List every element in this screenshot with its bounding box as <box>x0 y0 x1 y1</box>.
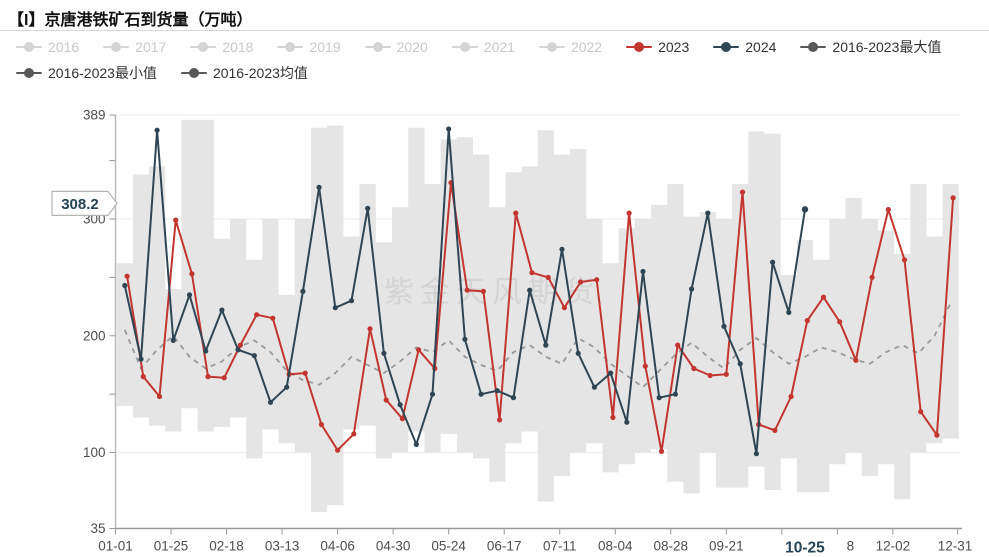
legend-item-2020[interactable]: 2020 <box>364 37 428 56</box>
legend-marker-icon <box>713 41 740 52</box>
svg-text:01-25: 01-25 <box>154 539 189 554</box>
legend-marker-icon <box>190 41 217 52</box>
legend-item-label: 2016 <box>48 38 80 55</box>
legend-item-2019[interactable]: 2019 <box>277 37 341 56</box>
legend-item-2016-2023最小值[interactable]: 2016-2023最小值 <box>16 63 157 82</box>
svg-text:04-30: 04-30 <box>376 539 411 554</box>
legend-marker-icon <box>103 41 130 52</box>
legend-item-label: 2019 <box>309 38 341 55</box>
legend-marker-icon <box>626 41 653 52</box>
legend-marker-icon <box>16 41 42 52</box>
legend-marker-icon <box>451 41 478 52</box>
x-axis-pointer-label: 10-25 <box>761 536 846 557</box>
axes <box>109 114 962 535</box>
legend-item-label: 2017 <box>135 38 167 55</box>
mean-line-2016-2023 <box>123 302 952 389</box>
svg-text:09-21: 09-21 <box>709 539 744 554</box>
svg-text:35: 35 <box>90 521 105 536</box>
legend-item-label: 2018 <box>222 38 254 55</box>
legend-marker-icon <box>16 67 42 78</box>
svg-text:200: 200 <box>83 328 106 343</box>
svg-text:308.2: 308.2 <box>61 196 99 213</box>
legend-item-2016-2023均值[interactable]: 2016-2023均值 <box>180 63 308 82</box>
svg-text:100: 100 <box>83 445 106 460</box>
svg-text:07-11: 07-11 <box>543 539 577 554</box>
page-title: 【I】京唐港铁矿石到货量（万吨） <box>8 12 253 29</box>
svg-text:04-06: 04-06 <box>320 539 355 554</box>
legend-marker-icon <box>800 41 827 52</box>
svg-text:389: 389 <box>83 108 106 123</box>
legend-marker-icon <box>277 41 304 52</box>
legend-item-label: 2016-2023均值 <box>212 64 308 81</box>
legend-item-label: 2021 <box>483 38 515 55</box>
legend-marker-icon <box>180 67 207 78</box>
svg-text:08-28: 08-28 <box>654 539 689 554</box>
svg-text:02-18: 02-18 <box>209 539 244 554</box>
series-2023-line <box>124 180 956 454</box>
x-axis-labels: 01-01 01-25 02-18 03-13 04-06 04-30 05-24 06-17… <box>98 539 972 554</box>
legend-item-2016-2023最大值[interactable]: 2016-2023最大值 <box>800 37 941 56</box>
legend: 2016 2017 2018 2019 2020 2021 2022 2023 2024 2016… <box>16 37 962 82</box>
svg-text:03-13: 03-13 <box>265 539 300 554</box>
svg-text:06-17: 06-17 <box>487 539 522 554</box>
legend-item-label: 2016-2023最大值 <box>832 38 942 55</box>
title-divider <box>0 30 989 31</box>
svg-text:05-24: 05-24 <box>431 539 466 554</box>
legend-item-2017[interactable]: 2017 <box>103 37 166 56</box>
legend-item-label: 2024 <box>745 38 777 55</box>
svg-text:12-02: 12-02 <box>876 539 911 554</box>
svg-text:01-01: 01-01 <box>98 539 133 554</box>
legend-item-label: 2020 <box>396 38 428 55</box>
series-2024-line <box>122 126 808 457</box>
legend-marker-icon <box>538 41 565 52</box>
legend-item-2022[interactable]: 2022 <box>538 37 603 56</box>
svg-text:12-31: 12-31 <box>938 539 973 554</box>
svg-text:08-04: 08-04 <box>598 539 633 554</box>
legend-item-2024[interactable]: 2024 <box>713 37 776 56</box>
watermark: 紫金天风期货 <box>384 276 600 309</box>
legend-item-label: 2022 <box>570 38 603 55</box>
legend-marker-icon <box>364 41 391 52</box>
legend-item-2018[interactable]: 2018 <box>190 37 253 56</box>
legend-item-2021[interactable]: 2021 <box>451 37 515 56</box>
highlight-point-2024[interactable] <box>801 206 809 213</box>
y-axis-pointer-label: 308.2 <box>51 190 118 216</box>
legend-item-2023[interactable]: 2023 <box>626 37 689 56</box>
legend-item-label: 2023 <box>658 38 690 55</box>
legend-item-label: 2016-2023最小值 <box>48 64 157 81</box>
svg-text:10-25: 10-25 <box>785 540 825 557</box>
legend-item-2016[interactable]: 2016 <box>16 37 79 56</box>
